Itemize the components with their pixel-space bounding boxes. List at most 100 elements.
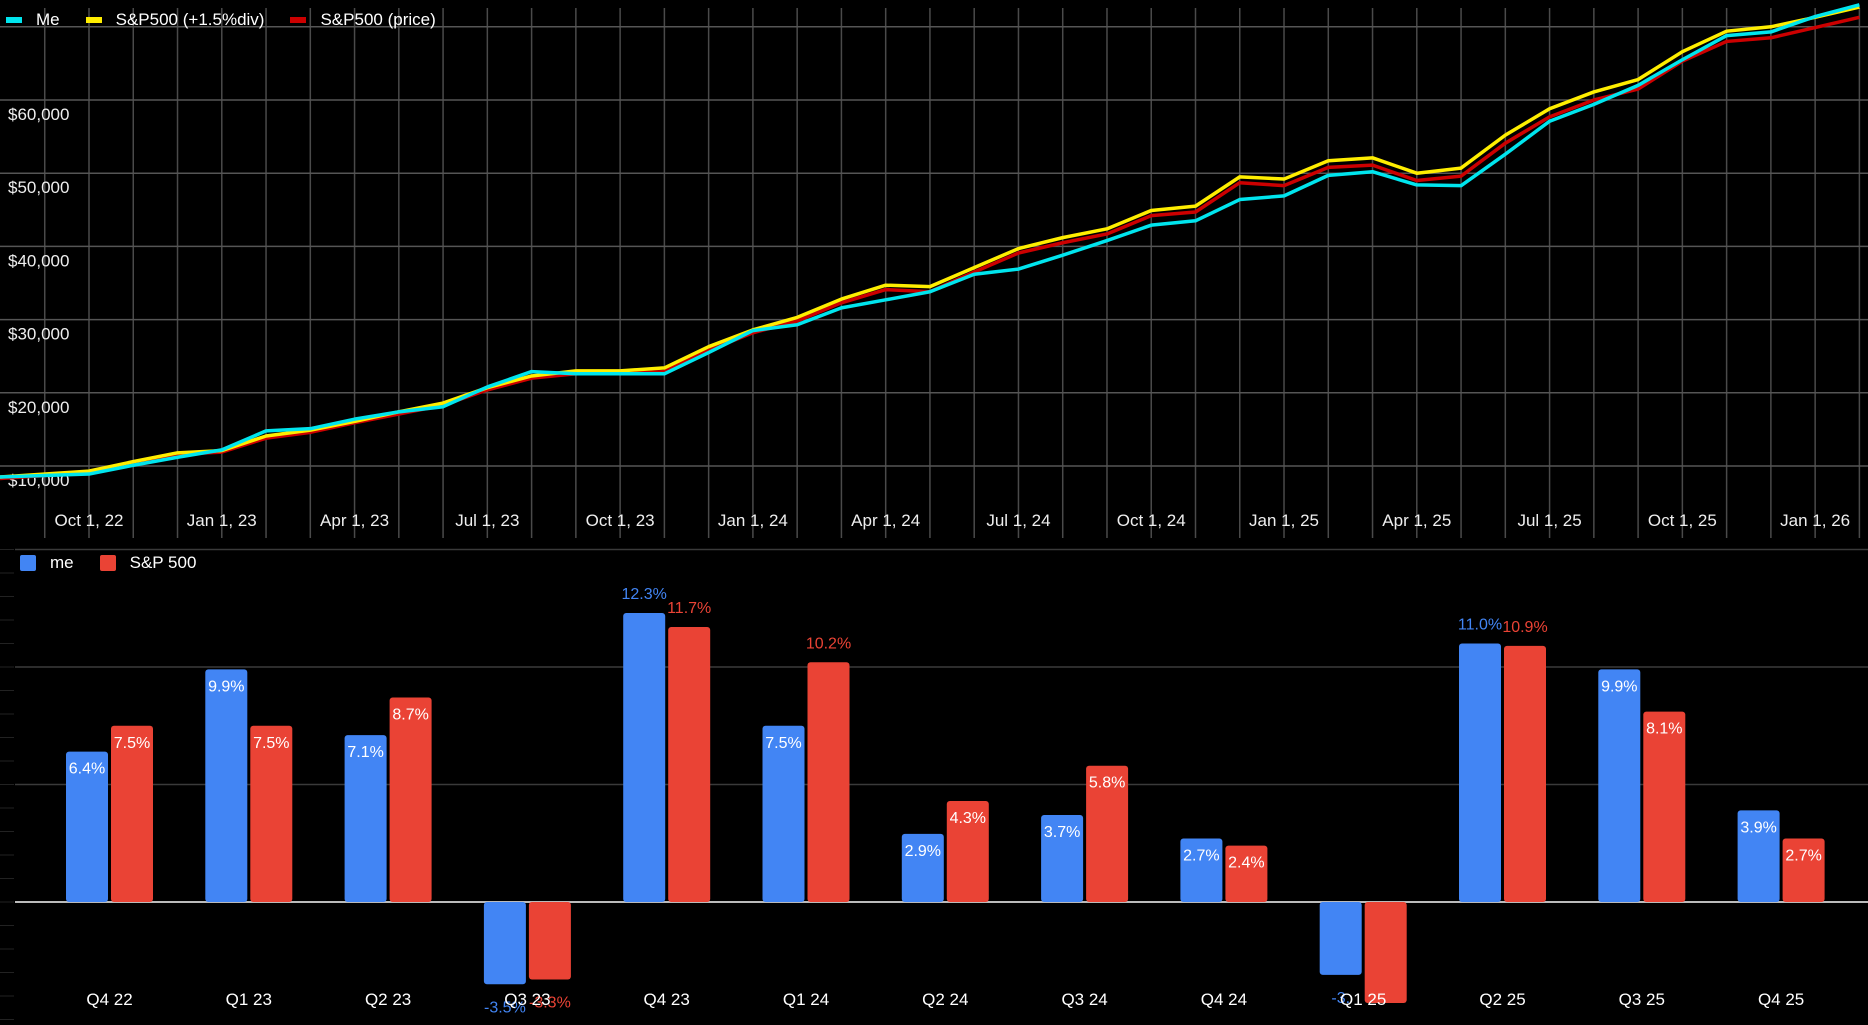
legend-item-me[interactable]: Me [6, 10, 60, 30]
bar-sp500-q4-24[interactable] [1225, 845, 1268, 902]
y-axis-tick-label: $50,000 [8, 178, 69, 197]
legend-item-sp500-price[interactable]: S&P500 (price) [290, 10, 436, 30]
x-axis-category-label: Q1 24 [783, 990, 829, 1009]
y-axis-tick-label: $30,000 [8, 325, 69, 344]
bar-value-label: 7.1% [347, 744, 383, 761]
bar-me-q4-23[interactable] [623, 612, 666, 902]
bar-value-label: 12.3% [622, 586, 667, 603]
bar-value-label: 11.0% [1458, 617, 1502, 634]
bar-value-label: 9.9% [1601, 678, 1637, 695]
bar-value-label: 11.7% [667, 600, 711, 617]
x-axis-tick-label: Jul 1, 24 [986, 511, 1050, 530]
portfolio-value-line-chart: $10,000 $20,000 $30,000 $40,000 $50,000 $60,0… [0, 3, 1868, 538]
bar-value-label: 7.5% [765, 735, 801, 752]
bar-me-q3-24[interactable] [1041, 815, 1084, 902]
x-axis-category-label: Q2 25 [1479, 990, 1525, 1009]
bar-sp500-q4-25[interactable] [1782, 838, 1825, 902]
bar-sp500-q3-23[interactable] [528, 902, 571, 980]
x-axis-tick-label: Jan 1, 24 [718, 511, 788, 530]
bar-value-label: -3.5% [484, 999, 526, 1016]
bar-chart-legend: me S&P 500 [20, 553, 222, 573]
bar-value-label: 6.4% [69, 761, 105, 778]
bar-me-q1-24[interactable] [762, 725, 805, 902]
x-axis-tick-label: Apr 1, 25 [1382, 511, 1451, 530]
legend-item-me[interactable]: me [20, 553, 74, 573]
legend-label: S&P500 (+1.5%div) [115, 10, 265, 29]
bar-me-q4-24[interactable] [1180, 838, 1223, 902]
x-axis-category-label: Q1 23 [226, 990, 272, 1009]
legend-swatch-sp500-div [85, 17, 102, 23]
legend-label: me [50, 553, 74, 572]
bar-value-label: 4.3% [950, 810, 986, 827]
x-axis-category-label: Q2 24 [922, 990, 968, 1009]
bar-value-label: 5.8% [1089, 775, 1125, 792]
x-axis-tick-label: Oct 1, 25 [1648, 511, 1717, 530]
bar-me-q3-25[interactable] [1598, 669, 1641, 902]
bar-me-q2-24[interactable] [901, 833, 944, 902]
legend-item-sp500-div[interactable]: S&P500 (+1.5%div) [85, 10, 265, 30]
x-axis-category-label: Q2 23 [365, 990, 411, 1009]
line-series-s-p500-1-5-div-[interactable] [0, 5, 1860, 479]
bar-value-label: 3.9% [1740, 819, 1776, 836]
bar-sp500-q3-24[interactable] [1086, 765, 1129, 902]
y-axis-tick-label: $60,000 [8, 105, 69, 124]
bar-me-q4-22[interactable] [66, 751, 108, 902]
x-axis-tick-label: Jan 1, 25 [1249, 511, 1319, 530]
x-axis-tick-label: Oct 1, 22 [55, 511, 124, 530]
bar-value-label: -3. [1331, 990, 1350, 1007]
bar-value-label: 9.9% [208, 678, 244, 695]
bar-me-q1-23[interactable] [205, 669, 248, 902]
bar-value-label: 10.9% [1502, 619, 1547, 636]
line-chart-plot: $10,000$20,000$30,000$40,000$50,000$60,0… [0, 3, 1868, 538]
quarterly-returns-bar-chart: 6.4% 7.5% Q4 22 9.9% 7.5% Q1 23 7.1% 8.7% Q2 23 -… [0, 525, 1868, 1020]
x-axis-category-label: Q3 23 [504, 990, 550, 1009]
x-axis-category-label: Q4 23 [644, 990, 690, 1009]
bar-me-q2-25[interactable] [1459, 643, 1501, 903]
legend-label: S&P500 (price) [320, 10, 436, 29]
bar-value-label: 8.1% [1646, 721, 1682, 738]
x-axis-category-label: Q4 24 [1201, 990, 1247, 1009]
line-chart-legend: Me S&P500 (+1.5%div) S&P500 (price) [6, 10, 462, 30]
x-axis-tick-label: Apr 1, 23 [320, 511, 389, 530]
line-series-me[interactable] [0, 3, 1860, 479]
bar-value-label: 10.2% [806, 635, 851, 652]
bar-value-label: 2.7% [1183, 848, 1219, 865]
legend-label: Me [36, 10, 60, 29]
bar-sp500-q4-23[interactable] [668, 627, 711, 902]
x-axis-tick-label: Jan 1, 26 [1780, 511, 1850, 530]
x-axis-tick-label: Oct 1, 24 [1117, 511, 1186, 530]
x-axis-category-label: Q4 25 [1758, 990, 1804, 1009]
x-axis-category-label: Q1 25 [1340, 990, 1386, 1009]
legend-label: S&P 500 [129, 553, 197, 572]
bar-sp500-q1-23[interactable] [250, 725, 293, 902]
bar-sp500-q2-24[interactable] [946, 800, 989, 902]
legend-swatch-sp500-price [290, 17, 307, 23]
bar-sp500-q2-23[interactable] [389, 697, 432, 902]
bar-value-label: 7.5% [114, 735, 150, 752]
bar-sp500-q1-25[interactable] [1364, 902, 1407, 1004]
x-axis-category-label: Q3 24 [1061, 990, 1107, 1009]
x-axis-tick-label: Jul 1, 23 [455, 511, 519, 530]
bar-value-label: 2.7% [1785, 848, 1821, 865]
bar-me-q2-23[interactable] [344, 735, 387, 902]
bar-sp500-q1-24[interactable] [807, 662, 850, 902]
bar-value-label: 7.5% [253, 735, 289, 752]
legend-swatch-sp500 [99, 555, 116, 571]
bar-chart-plot: 6.4% 7.5% Q4 22 9.9% 7.5% Q1 23 7.1% 8.7% Q2 23 -… [0, 525, 1868, 1020]
x-axis-tick-label: Apr 1, 24 [851, 511, 920, 530]
bar-me-q1-25[interactable] [1319, 902, 1362, 975]
y-axis-tick-label: $40,000 [8, 251, 69, 270]
x-axis-tick-label: Oct 1, 23 [586, 511, 655, 530]
legend-item-sp500[interactable]: S&P 500 [99, 553, 197, 573]
bar-sp500-q4-22[interactable] [111, 725, 153, 902]
bar-value-label: 2.4% [1228, 855, 1264, 872]
bar-value-label: 8.7% [392, 707, 428, 724]
bar-me-q4-25[interactable] [1737, 810, 1780, 902]
bar-value-label: -3.3% [529, 995, 571, 1012]
x-axis-tick-label: Jul 1, 25 [1517, 511, 1581, 530]
bar-sp500-q3-25[interactable] [1643, 711, 1686, 902]
bar-sp500-q2-25[interactable] [1504, 645, 1546, 902]
bar-value-label: 2.9% [905, 843, 941, 860]
x-axis-category-label: Q3 25 [1619, 990, 1665, 1009]
bar-me-q3-23[interactable] [483, 902, 526, 985]
